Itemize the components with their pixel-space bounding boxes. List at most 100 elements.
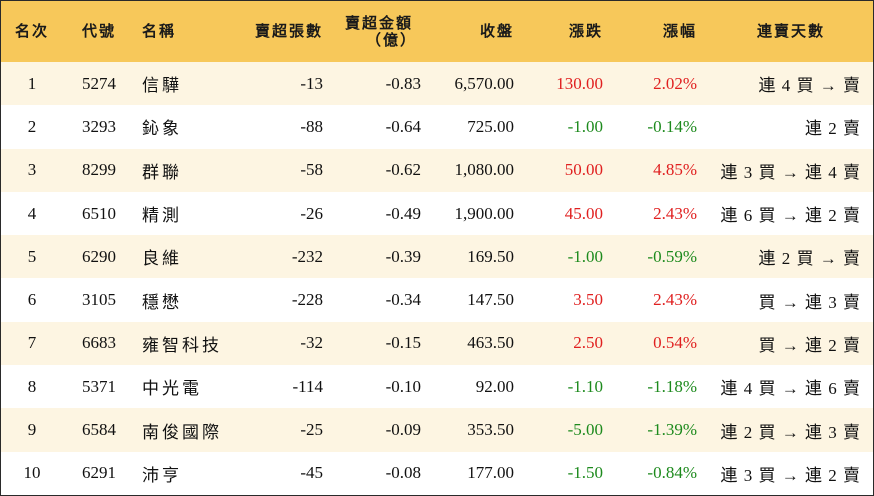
cell-code: 6291 bbox=[82, 463, 116, 483]
cell-rank: 6 bbox=[27, 290, 37, 310]
cell-change: -1.10 bbox=[567, 376, 603, 396]
cell-rank: 3 bbox=[27, 160, 37, 180]
cell-change: -5.00 bbox=[567, 420, 603, 440]
cell-streak: 連 4 買 → 賣 bbox=[758, 76, 861, 96]
table-row: 7 6683 雍智科技 -32 -0.15 463.50 2.50 0.54% 買 → 連 2 … bbox=[1, 321, 873, 366]
cell-change: 2.50 bbox=[573, 333, 603, 353]
table-row: 9 6584 南俊國際 -25 -0.09 353.50 -5.00 -1.39% 連 2 買 … bbox=[1, 408, 873, 452]
cell-sell-amount: -0.15 bbox=[385, 333, 421, 353]
cell-rank: 7 bbox=[27, 333, 37, 353]
cell-rank: 5 bbox=[27, 246, 37, 266]
cell-sell-lots: -232 bbox=[291, 246, 323, 266]
cell-sell-lots: -26 bbox=[300, 203, 323, 223]
cell-close: 1,080.00 bbox=[454, 160, 515, 180]
cell-change: 45.00 bbox=[564, 203, 603, 223]
table-header-row: 名次 代號 名稱 賣超張數 賣超金額 （億） 收盤 漲跌 漲幅 連賣天數 bbox=[1, 1, 873, 62]
cell-code: 6510 bbox=[82, 203, 116, 223]
header-close: 收盤 bbox=[479, 22, 514, 40]
cell-change-pct: 0.54% bbox=[653, 333, 697, 353]
cell-change: -1.00 bbox=[567, 246, 603, 266]
cell-rank: 2 bbox=[27, 116, 37, 136]
cell-sell-amount: -0.62 bbox=[385, 160, 421, 180]
cell-code: 8299 bbox=[82, 160, 116, 180]
table-row: 8 5371 中光電 -114 -0.10 92.00 -1.10 -1.18% 連 4 買 →… bbox=[1, 365, 873, 408]
cell-code: 6683 bbox=[82, 333, 116, 353]
cell-sell-lots: -58 bbox=[300, 160, 323, 180]
cell-sell-amount: -0.34 bbox=[385, 290, 421, 310]
table-row: 6 3105 穩懋 -228 -0.34 147.50 3.50 2.43% 買 → 連 3 賣 bbox=[1, 278, 873, 321]
cell-rank: 4 bbox=[27, 203, 37, 223]
cell-streak: 買 → 連 3 賣 bbox=[758, 292, 861, 312]
cell-close: 353.50 bbox=[467, 420, 514, 440]
cell-close: 169.50 bbox=[467, 246, 514, 266]
cell-sell-amount: -0.08 bbox=[385, 463, 421, 483]
cell-streak: 連 4 買 → 連 6 賣 bbox=[720, 379, 861, 399]
cell-change-pct: -1.18% bbox=[647, 376, 697, 396]
header-name: 名稱 bbox=[142, 22, 177, 40]
cell-rank: 9 bbox=[27, 420, 37, 440]
cell-close: 92.00 bbox=[475, 376, 514, 396]
cell-change: -1.50 bbox=[567, 463, 603, 483]
cell-name: 信驊 bbox=[142, 76, 182, 96]
cell-streak: 連 3 買 → 連 4 賣 bbox=[720, 162, 861, 182]
cell-streak: 連 2 買 → 連 3 賣 bbox=[720, 422, 861, 442]
cell-code: 3105 bbox=[82, 290, 116, 310]
header-code: 代號 bbox=[82, 22, 117, 40]
table-row: 4 6510 精測 -26 -0.49 1,900.00 45.00 2.43% 連 6 買 →… bbox=[1, 192, 873, 235]
cell-change-pct: 2.43% bbox=[653, 290, 697, 310]
cell-sell-lots: -228 bbox=[291, 290, 323, 310]
header-sell-amount-line1: 賣超金額 bbox=[344, 13, 413, 32]
header-sell-lots: 賣超張數 bbox=[254, 22, 323, 40]
cell-close: 6,570.00 bbox=[454, 73, 515, 93]
cell-rank: 10 bbox=[23, 463, 41, 483]
cell-close: 1,900.00 bbox=[454, 203, 515, 223]
cell-streak: 買 → 連 2 賣 bbox=[758, 335, 861, 355]
cell-code: 5274 bbox=[82, 73, 116, 93]
cell-rank: 1 bbox=[27, 73, 37, 93]
cell-change-pct: 2.02% bbox=[653, 73, 697, 93]
cell-streak: 連 2 買 → 賣 bbox=[758, 249, 861, 269]
cell-name: 沛亨 bbox=[142, 465, 182, 485]
cell-sell-amount: -0.10 bbox=[385, 376, 421, 396]
cell-name: 群聯 bbox=[142, 162, 182, 182]
cell-change-pct: -0.14% bbox=[647, 116, 697, 136]
cell-name: 南俊國際 bbox=[142, 422, 222, 442]
header-sell-amount: 賣超金額 （億） bbox=[337, 1, 437, 62]
table-row: 1 5274 信驊 -13 -0.83 6,570.00 130.00 2.02% 連 4 買 … bbox=[1, 62, 873, 106]
cell-change: 3.50 bbox=[573, 290, 603, 310]
cell-close: 147.50 bbox=[467, 290, 514, 310]
cell-change: -1.00 bbox=[567, 116, 603, 136]
table-body: 1 5274 信驊 -13 -0.83 6,570.00 130.00 2.02% 連 4 買 … bbox=[1, 62, 873, 495]
cell-streak: 連 6 買 → 連 2 賣 bbox=[720, 206, 861, 226]
cell-change-pct: 4.85% bbox=[653, 160, 697, 180]
cell-code: 5371 bbox=[82, 376, 116, 396]
header-sell-amount-line2: （億） bbox=[365, 30, 417, 49]
cell-change-pct: -0.84% bbox=[647, 463, 697, 483]
cell-name: 良維 bbox=[142, 249, 182, 269]
cell-close: 463.50 bbox=[467, 333, 514, 353]
cell-sell-lots: -88 bbox=[300, 116, 323, 136]
header-change: 漲跌 bbox=[568, 22, 603, 40]
table-row: 10 6291 沛亨 -45 -0.08 177.00 -1.50 -0.84% 連 3 買 →… bbox=[1, 452, 873, 495]
header-streak: 連賣天數 bbox=[756, 22, 825, 40]
cell-code: 6584 bbox=[82, 420, 116, 440]
cell-change: 130.00 bbox=[556, 73, 603, 93]
cell-sell-lots: -114 bbox=[292, 376, 323, 396]
cell-name: 鈊象 bbox=[142, 119, 182, 139]
cell-sell-lots: -45 bbox=[300, 463, 323, 483]
cell-name: 精測 bbox=[142, 206, 182, 226]
cell-streak: 連 3 買 → 連 2 賣 bbox=[720, 465, 861, 485]
cell-sell-lots: -13 bbox=[300, 73, 323, 93]
cell-sell-lots: -32 bbox=[300, 333, 323, 353]
cell-change: 50.00 bbox=[564, 160, 603, 180]
cell-name: 中光電 bbox=[142, 379, 202, 399]
cell-code: 6290 bbox=[82, 246, 116, 266]
cell-change-pct: -0.59% bbox=[647, 246, 697, 266]
table-row: 2 3293 鈊象 -88 -0.64 725.00 -1.00 -0.14% 連 2 賣 bbox=[1, 105, 873, 148]
cell-change-pct: 2.43% bbox=[653, 203, 697, 223]
header-rank: 名次 bbox=[14, 22, 49, 40]
cell-sell-amount: -0.39 bbox=[385, 246, 421, 266]
header-change-pct: 漲幅 bbox=[662, 22, 697, 40]
